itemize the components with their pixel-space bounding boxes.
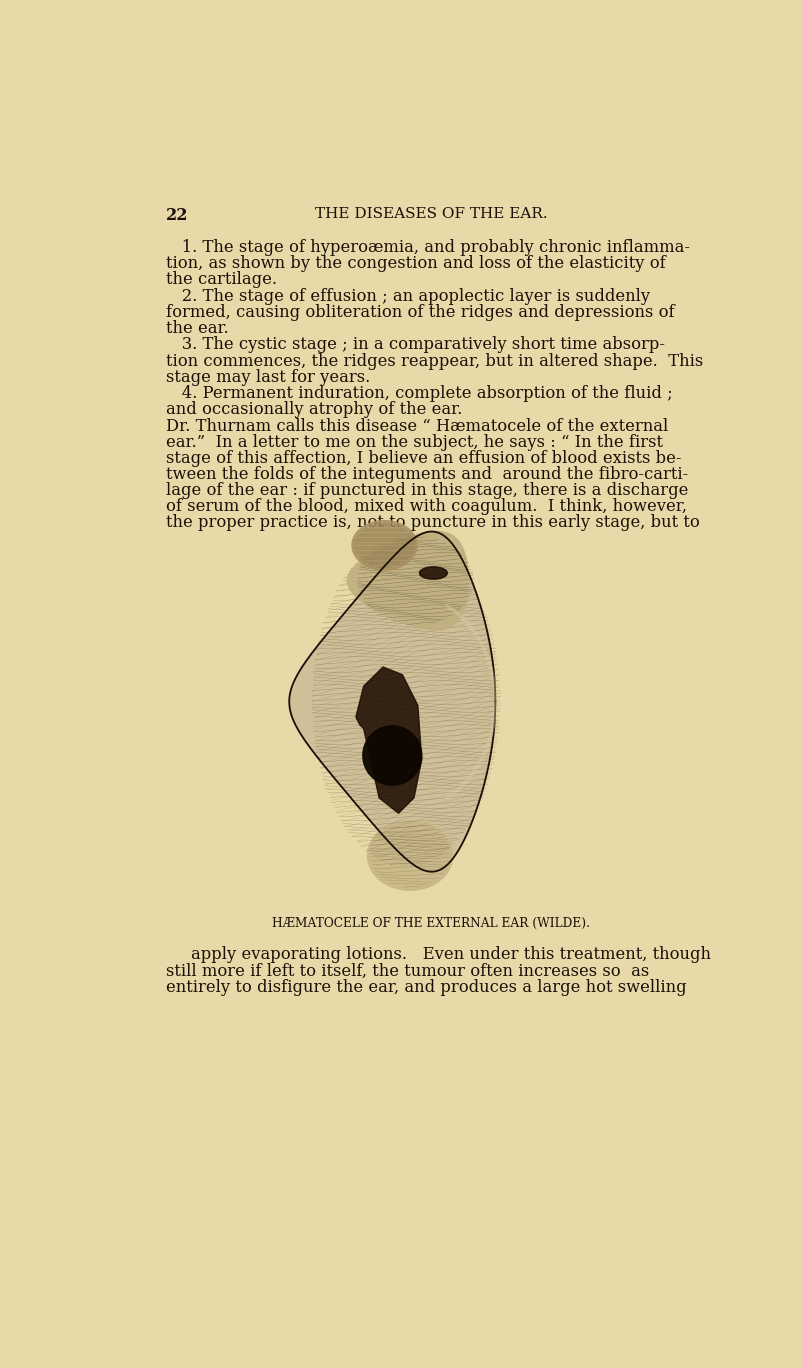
Text: THE DISEASES OF THE EAR.: THE DISEASES OF THE EAR. — [315, 207, 548, 220]
Text: ear.”  In a letter to me on the subject, he says : “ In the first: ear.” In a letter to me on the subject, … — [166, 434, 663, 451]
Text: 4. Permanent induration, complete absorption of the fluid ;: 4. Permanent induration, complete absorp… — [166, 386, 673, 402]
Text: formed, causing obliteration of the ridges and depressions of: formed, causing obliteration of the ridg… — [166, 304, 674, 320]
Polygon shape — [368, 821, 453, 891]
Text: 1. The stage of hyperoæmia, and probably chronic inflamma-: 1. The stage of hyperoæmia, and probably… — [166, 239, 690, 256]
Text: HÆMATOCELE OF THE EXTERNAL EAR (WILDE).: HÆMATOCELE OF THE EXTERNAL EAR (WILDE). — [272, 917, 590, 930]
Polygon shape — [356, 668, 422, 813]
Polygon shape — [352, 521, 417, 570]
Polygon shape — [289, 532, 495, 871]
Text: apply evaporating lotions.   Even under this treatment, though: apply evaporating lotions. Even under th… — [191, 947, 710, 963]
Polygon shape — [420, 566, 447, 579]
Text: stage may last for years.: stage may last for years. — [166, 368, 370, 386]
Text: 22: 22 — [166, 207, 188, 223]
Text: and occasionally atrophy of the ear.: and occasionally atrophy of the ear. — [166, 401, 462, 419]
Text: Dr. Thurnam calls this disease “ Hæmatocele of the external: Dr. Thurnam calls this disease “ Hæmatoc… — [166, 419, 668, 435]
Text: stage of this affection, I believe an effusion of blood exists be-: stage of this affection, I believe an ef… — [166, 450, 682, 466]
Text: still more if left to itself, the tumour often increases so  as: still more if left to itself, the tumour… — [166, 963, 650, 979]
Text: the cartilage.: the cartilage. — [166, 271, 277, 287]
Text: 2. The stage of effusion ; an apoplectic layer is suddenly: 2. The stage of effusion ; an apoplectic… — [166, 287, 650, 305]
Text: entirely to disfigure the ear, and produces a large hot swelling: entirely to disfigure the ear, and produ… — [166, 978, 686, 996]
Text: of serum of the blood, mixed with coagulum.  I think, however,: of serum of the blood, mixed with coagul… — [166, 498, 687, 516]
Text: tion, as shown by the congestion and loss of the elasticity of: tion, as shown by the congestion and los… — [166, 254, 666, 272]
Text: the proper practice is, not to puncture in this early stage, but to: the proper practice is, not to puncture … — [166, 514, 700, 531]
Text: lage of the ear : if punctured in this stage, there is a discharge: lage of the ear : if punctured in this s… — [166, 482, 688, 499]
Text: tion commences, the ridges reappear, but in altered shape.  This: tion commences, the ridges reappear, but… — [166, 353, 703, 369]
Text: 3. The cystic stage ; in a comparatively short time absorp-: 3. The cystic stage ; in a comparatively… — [166, 337, 665, 353]
Polygon shape — [363, 726, 422, 785]
Text: tween the folds of the integuments and  around the fibro-carti-: tween the folds of the integuments and a… — [166, 466, 688, 483]
Polygon shape — [348, 532, 469, 629]
Text: the ear.: the ear. — [166, 320, 229, 337]
